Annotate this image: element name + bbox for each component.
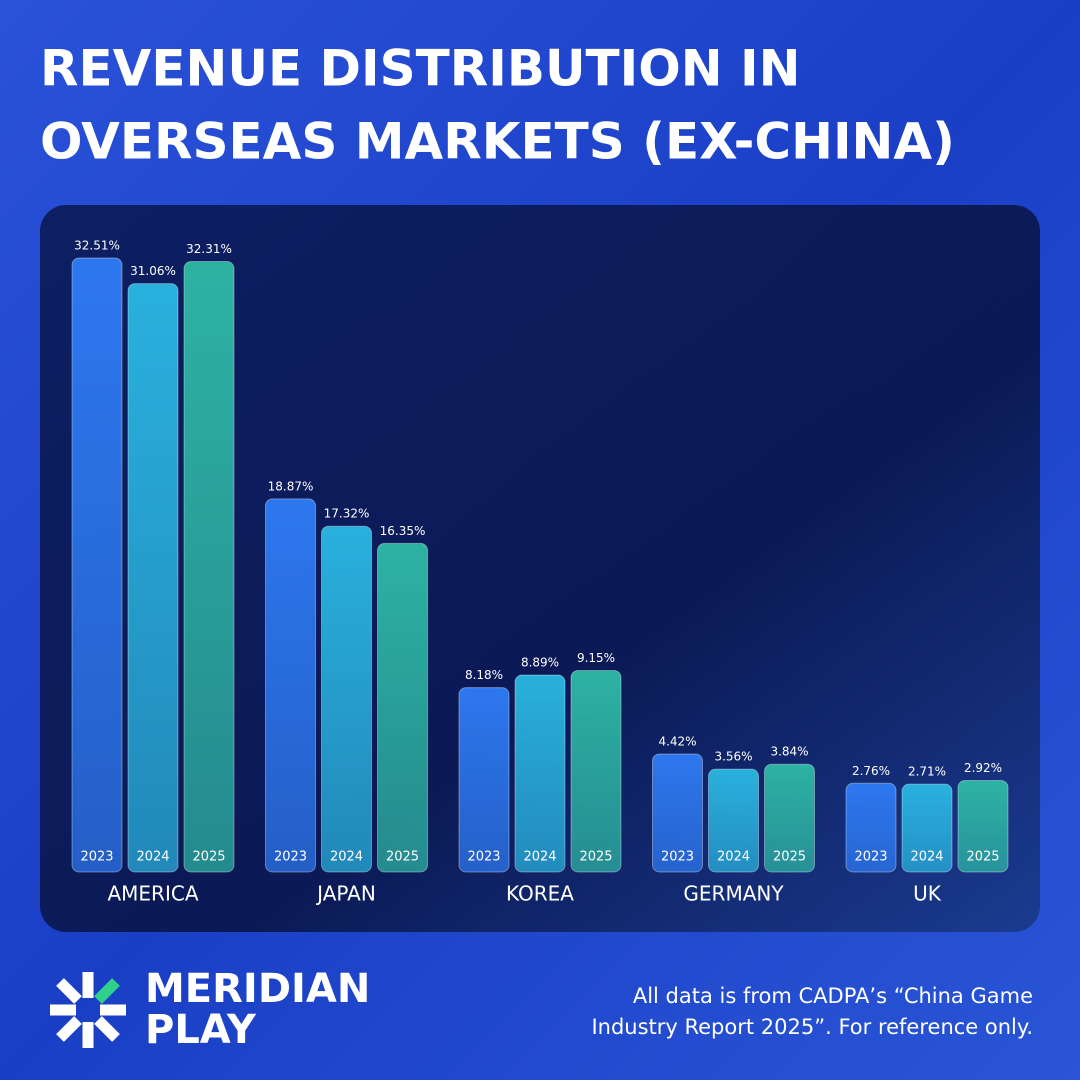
value-label: 32.51% xyxy=(74,239,120,253)
x-tick-label: KOREA xyxy=(506,882,574,906)
value-label: 4.42% xyxy=(658,734,696,748)
value-label: 17.32% xyxy=(324,507,370,521)
series-label: 2023 xyxy=(274,850,307,865)
series-label: 2025 xyxy=(966,850,999,865)
value-label: 2.92% xyxy=(964,761,1002,775)
logo-icon xyxy=(50,972,126,1048)
bar xyxy=(377,542,428,873)
x-tick-label: AMERICA xyxy=(107,882,198,906)
x-tick-label: UK xyxy=(913,882,942,906)
bar xyxy=(764,763,815,873)
series-label: 2023 xyxy=(661,850,694,865)
brand-name: PLAY xyxy=(145,1007,257,1053)
brand-name: MERIDIAN xyxy=(145,966,370,1012)
bar xyxy=(845,782,897,873)
value-label: 3.84% xyxy=(770,745,808,759)
series-label: 2024 xyxy=(910,850,943,865)
bar xyxy=(321,525,372,873)
plot: AMERICA 32.51% 2023 31.06% 2024 32.31% 2025 JAP… xyxy=(71,239,1009,906)
series-label: 2024 xyxy=(330,850,363,865)
title-line: OVERSEAS MARKETS (EX-CHINA) xyxy=(40,113,955,171)
x-tick-label: GERMANY xyxy=(683,882,784,906)
title-line: REVENUE DISTRIBUTION IN xyxy=(40,40,800,98)
bar xyxy=(514,674,566,873)
value-label: 2.71% xyxy=(908,765,946,779)
bar xyxy=(570,669,622,873)
series-label: 2025 xyxy=(386,850,419,865)
bar xyxy=(708,768,759,873)
value-label: 8.89% xyxy=(521,656,559,670)
bar xyxy=(652,753,703,873)
bar xyxy=(901,783,953,873)
footnote: All data is from CADPA’s “China Game xyxy=(633,984,1033,1008)
x-tick-label: JAPAN xyxy=(315,882,376,906)
series-label: 2024 xyxy=(136,850,169,865)
series-label: 2025 xyxy=(192,850,225,865)
value-label: 16.35% xyxy=(380,524,426,538)
series-label: 2025 xyxy=(579,850,612,865)
bar xyxy=(71,257,123,873)
series-label: 2024 xyxy=(523,850,556,865)
value-label: 32.31% xyxy=(186,242,232,256)
series-label: 2023 xyxy=(80,850,113,865)
bar xyxy=(183,261,235,873)
value-label: 31.06% xyxy=(130,264,176,278)
bar xyxy=(127,283,179,873)
series-label: 2023 xyxy=(854,850,887,865)
value-label: 9.15% xyxy=(577,651,615,665)
bar xyxy=(957,779,1009,873)
series-label: 2025 xyxy=(773,850,806,865)
value-label: 2.76% xyxy=(852,764,890,778)
value-label: 18.87% xyxy=(268,479,314,493)
bar xyxy=(458,687,510,873)
value-label: 8.18% xyxy=(465,668,503,682)
bar xyxy=(265,498,316,873)
value-label: 3.56% xyxy=(714,750,752,764)
series-label: 2024 xyxy=(717,850,750,865)
footnote: Industry Report 2025”. For reference onl… xyxy=(591,1015,1033,1039)
series-label: 2023 xyxy=(467,850,500,865)
